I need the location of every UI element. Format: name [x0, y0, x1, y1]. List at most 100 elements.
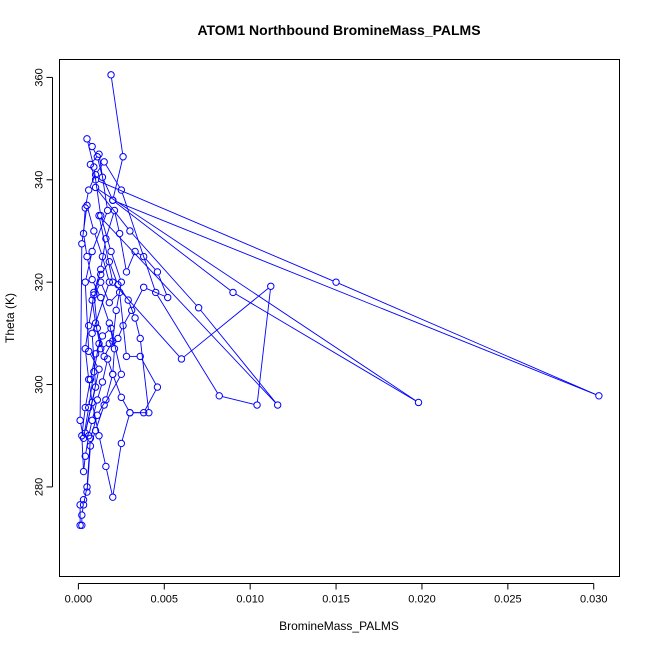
data-point [115, 229, 124, 238]
data-point [81, 452, 89, 460]
data-point [136, 352, 144, 361]
data-point [98, 173, 107, 181]
series-segment [235, 293, 416, 402]
series-segment [92, 303, 96, 321]
series-segment [85, 193, 89, 205]
series-segment [115, 201, 597, 396]
data-point [102, 462, 110, 471]
series-segment [119, 295, 127, 354]
data-point [139, 283, 148, 291]
data-point [78, 521, 86, 530]
data-point [103, 355, 112, 363]
data-point [78, 240, 86, 248]
series-segment [141, 358, 157, 385]
series-segment [106, 377, 113, 397]
data-point [107, 247, 115, 256]
series-segment [97, 189, 129, 229]
data-point [102, 234, 110, 243]
data-point [86, 160, 95, 169]
series-segment [92, 402, 97, 418]
data-point [78, 511, 86, 519]
plot-area-box [59, 59, 620, 577]
series-segment [83, 459, 86, 469]
series-segment [99, 218, 113, 280]
data-point [117, 439, 126, 448]
series-segment [111, 294, 118, 301]
series-segment [97, 384, 102, 397]
data-point [115, 288, 124, 297]
data-point [79, 229, 88, 238]
data-point [90, 291, 98, 299]
data-point [88, 296, 96, 304]
data-point [105, 298, 114, 307]
data-point [88, 275, 96, 284]
series-segment [124, 312, 131, 324]
series-segment [97, 159, 103, 175]
data-point [107, 71, 115, 79]
series-segment [88, 298, 94, 323]
series-segment [108, 361, 113, 372]
data-point [109, 278, 117, 286]
series-segment [83, 489, 87, 502]
data-point [126, 227, 134, 235]
data-point [136, 334, 144, 343]
data-point [100, 158, 108, 166]
data-point [122, 352, 131, 361]
series-segment [200, 309, 276, 403]
series-segment [87, 259, 92, 277]
data-point [102, 396, 110, 404]
series-segment [106, 469, 113, 495]
series-segment [115, 201, 231, 291]
data-point [79, 501, 88, 509]
data-point [100, 401, 108, 409]
series-segment [89, 177, 95, 188]
data-point [95, 432, 103, 440]
data-point [83, 135, 91, 143]
data-point [91, 183, 100, 192]
y-tick-label: 280 [34, 478, 46, 496]
data-point [88, 247, 96, 256]
data-point [83, 483, 91, 491]
data-point [93, 396, 101, 404]
series-segment [105, 376, 121, 403]
series-segment [101, 300, 109, 321]
series-bromine-theta [76, 71, 603, 530]
x-tick-label: 0.025 [494, 594, 522, 606]
chart-title: ATOM1 Northbound BromineMass_PALMS [197, 22, 480, 38]
series-segment [135, 320, 140, 336]
data-point [164, 293, 172, 302]
series-segment [111, 254, 121, 280]
data-point [131, 247, 139, 256]
series-segment [88, 423, 92, 433]
series-segment [105, 343, 112, 354]
data-point [86, 442, 95, 450]
series-segment [114, 213, 120, 231]
data-point [85, 186, 93, 194]
series-segment [146, 288, 165, 297]
series-segment [101, 284, 109, 300]
data-point [117, 186, 126, 194]
data-point [76, 416, 84, 425]
series-segment [121, 415, 130, 441]
data-point [122, 268, 131, 276]
data-point [91, 350, 100, 358]
x-tick-label: 0.010 [236, 594, 264, 606]
series-segment [106, 213, 114, 236]
data-point [126, 408, 134, 417]
data-point [414, 398, 423, 407]
series-segment [103, 344, 107, 348]
data-point [145, 408, 153, 417]
data-point [93, 411, 101, 419]
data-point [109, 196, 117, 204]
series-segment [132, 289, 143, 308]
data-point [88, 142, 96, 151]
data-point [110, 345, 119, 353]
data-point [83, 488, 91, 496]
data-point [253, 401, 261, 409]
series-segment [85, 382, 91, 405]
series-segment [104, 330, 109, 335]
series-segment [156, 294, 218, 394]
series-segment [158, 274, 167, 295]
series-segment [338, 283, 597, 395]
